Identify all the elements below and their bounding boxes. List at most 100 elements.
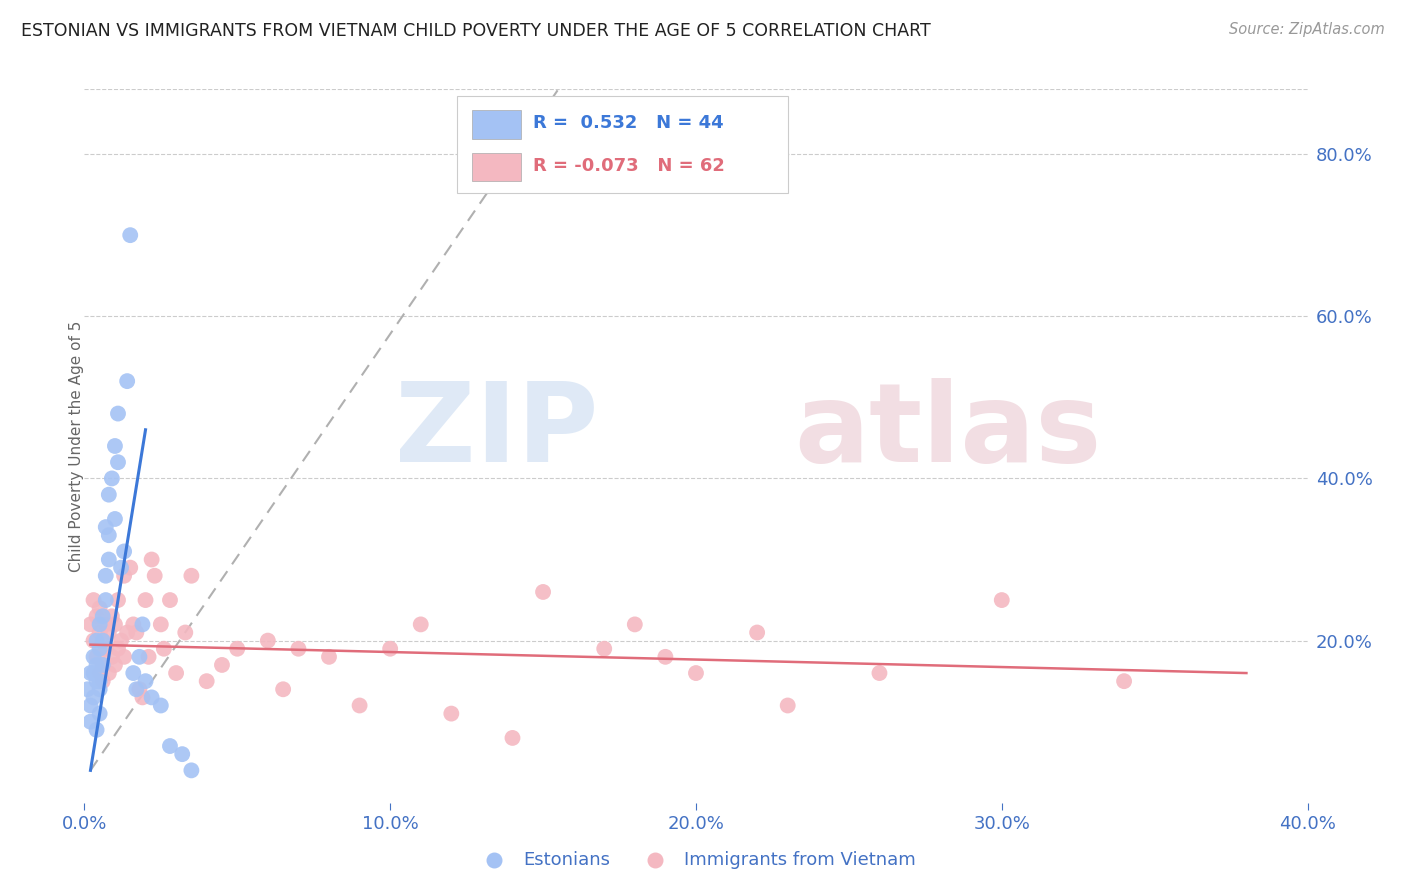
Point <box>869 666 891 681</box>
Point <box>531 585 554 599</box>
Text: Source: ZipAtlas.com: Source: ZipAtlas.com <box>1229 22 1385 37</box>
Point <box>91 609 114 624</box>
Point <box>89 601 111 615</box>
Point <box>110 633 132 648</box>
Point <box>104 439 127 453</box>
Point <box>112 649 135 664</box>
Point <box>83 633 105 648</box>
Point <box>83 593 105 607</box>
Point <box>91 674 114 689</box>
Point <box>128 682 150 697</box>
Point <box>128 649 150 664</box>
Point <box>776 698 799 713</box>
Point <box>624 617 647 632</box>
Point <box>172 747 194 761</box>
Point <box>271 682 294 697</box>
Point <box>349 698 371 713</box>
Point <box>125 682 148 697</box>
Point <box>409 617 432 632</box>
Point <box>101 649 124 664</box>
Point <box>180 568 202 582</box>
Point <box>180 764 202 778</box>
Point <box>79 666 101 681</box>
Point <box>79 714 101 729</box>
Point <box>991 593 1014 607</box>
Point <box>226 641 249 656</box>
Point <box>91 633 114 648</box>
Text: R = -0.073   N = 62: R = -0.073 N = 62 <box>533 157 725 175</box>
Point <box>685 666 707 681</box>
Point <box>211 657 233 672</box>
Point <box>654 649 676 664</box>
Text: ZIP: ZIP <box>395 378 598 485</box>
Point <box>94 520 117 534</box>
Point <box>86 674 108 689</box>
Point <box>120 560 142 574</box>
Point <box>159 739 181 753</box>
Bar <box>472 153 522 181</box>
Point <box>86 649 108 664</box>
Point <box>104 617 127 632</box>
Point <box>79 698 101 713</box>
Point <box>89 682 111 697</box>
Point <box>89 641 111 656</box>
Point <box>101 471 124 485</box>
Text: R =  0.532   N = 44: R = 0.532 N = 44 <box>533 114 724 132</box>
Point <box>747 625 769 640</box>
Point <box>122 617 145 632</box>
Point <box>83 690 105 705</box>
Point <box>112 568 135 582</box>
Point <box>174 625 197 640</box>
Point <box>101 609 124 624</box>
Point <box>165 666 187 681</box>
Point <box>593 641 616 656</box>
Point <box>143 568 166 582</box>
Point <box>257 633 280 648</box>
Point <box>110 560 132 574</box>
Point <box>122 666 145 681</box>
Point <box>86 723 108 737</box>
Point <box>94 593 117 607</box>
Point <box>91 633 114 648</box>
Point <box>131 690 153 705</box>
Point <box>159 593 181 607</box>
Point <box>112 544 135 558</box>
Point <box>107 455 129 469</box>
Point <box>138 649 160 664</box>
Point <box>141 690 163 705</box>
Text: ESTONIAN VS IMMIGRANTS FROM VIETNAM CHILD POVERTY UNDER THE AGE OF 5 CORRELATION: ESTONIAN VS IMMIGRANTS FROM VIETNAM CHIL… <box>21 22 931 40</box>
Point <box>107 407 129 421</box>
Point <box>91 657 114 672</box>
FancyBboxPatch shape <box>457 96 787 193</box>
Point <box>107 593 129 607</box>
Point <box>153 641 176 656</box>
Point <box>141 552 163 566</box>
Point <box>97 666 120 681</box>
Text: atlas: atlas <box>794 378 1101 485</box>
Point <box>91 657 114 672</box>
Point <box>97 488 120 502</box>
Point <box>440 706 463 721</box>
Point <box>97 552 120 566</box>
Point <box>89 706 111 721</box>
Point <box>104 512 127 526</box>
Point <box>97 528 120 542</box>
Point <box>502 731 524 745</box>
Point <box>115 374 138 388</box>
Point <box>104 657 127 672</box>
Point <box>97 625 120 640</box>
Legend: Estonians, Immigrants from Vietnam: Estonians, Immigrants from Vietnam <box>468 844 924 876</box>
Point <box>318 649 340 664</box>
Point <box>131 617 153 632</box>
Point <box>86 657 108 672</box>
Point <box>76 682 98 697</box>
Point <box>1114 674 1136 689</box>
Point <box>83 649 105 664</box>
Point <box>107 641 129 656</box>
Point <box>79 617 101 632</box>
Point <box>120 228 142 243</box>
Point <box>83 666 105 681</box>
Point <box>135 593 157 607</box>
Bar <box>472 111 522 139</box>
Point <box>195 674 218 689</box>
